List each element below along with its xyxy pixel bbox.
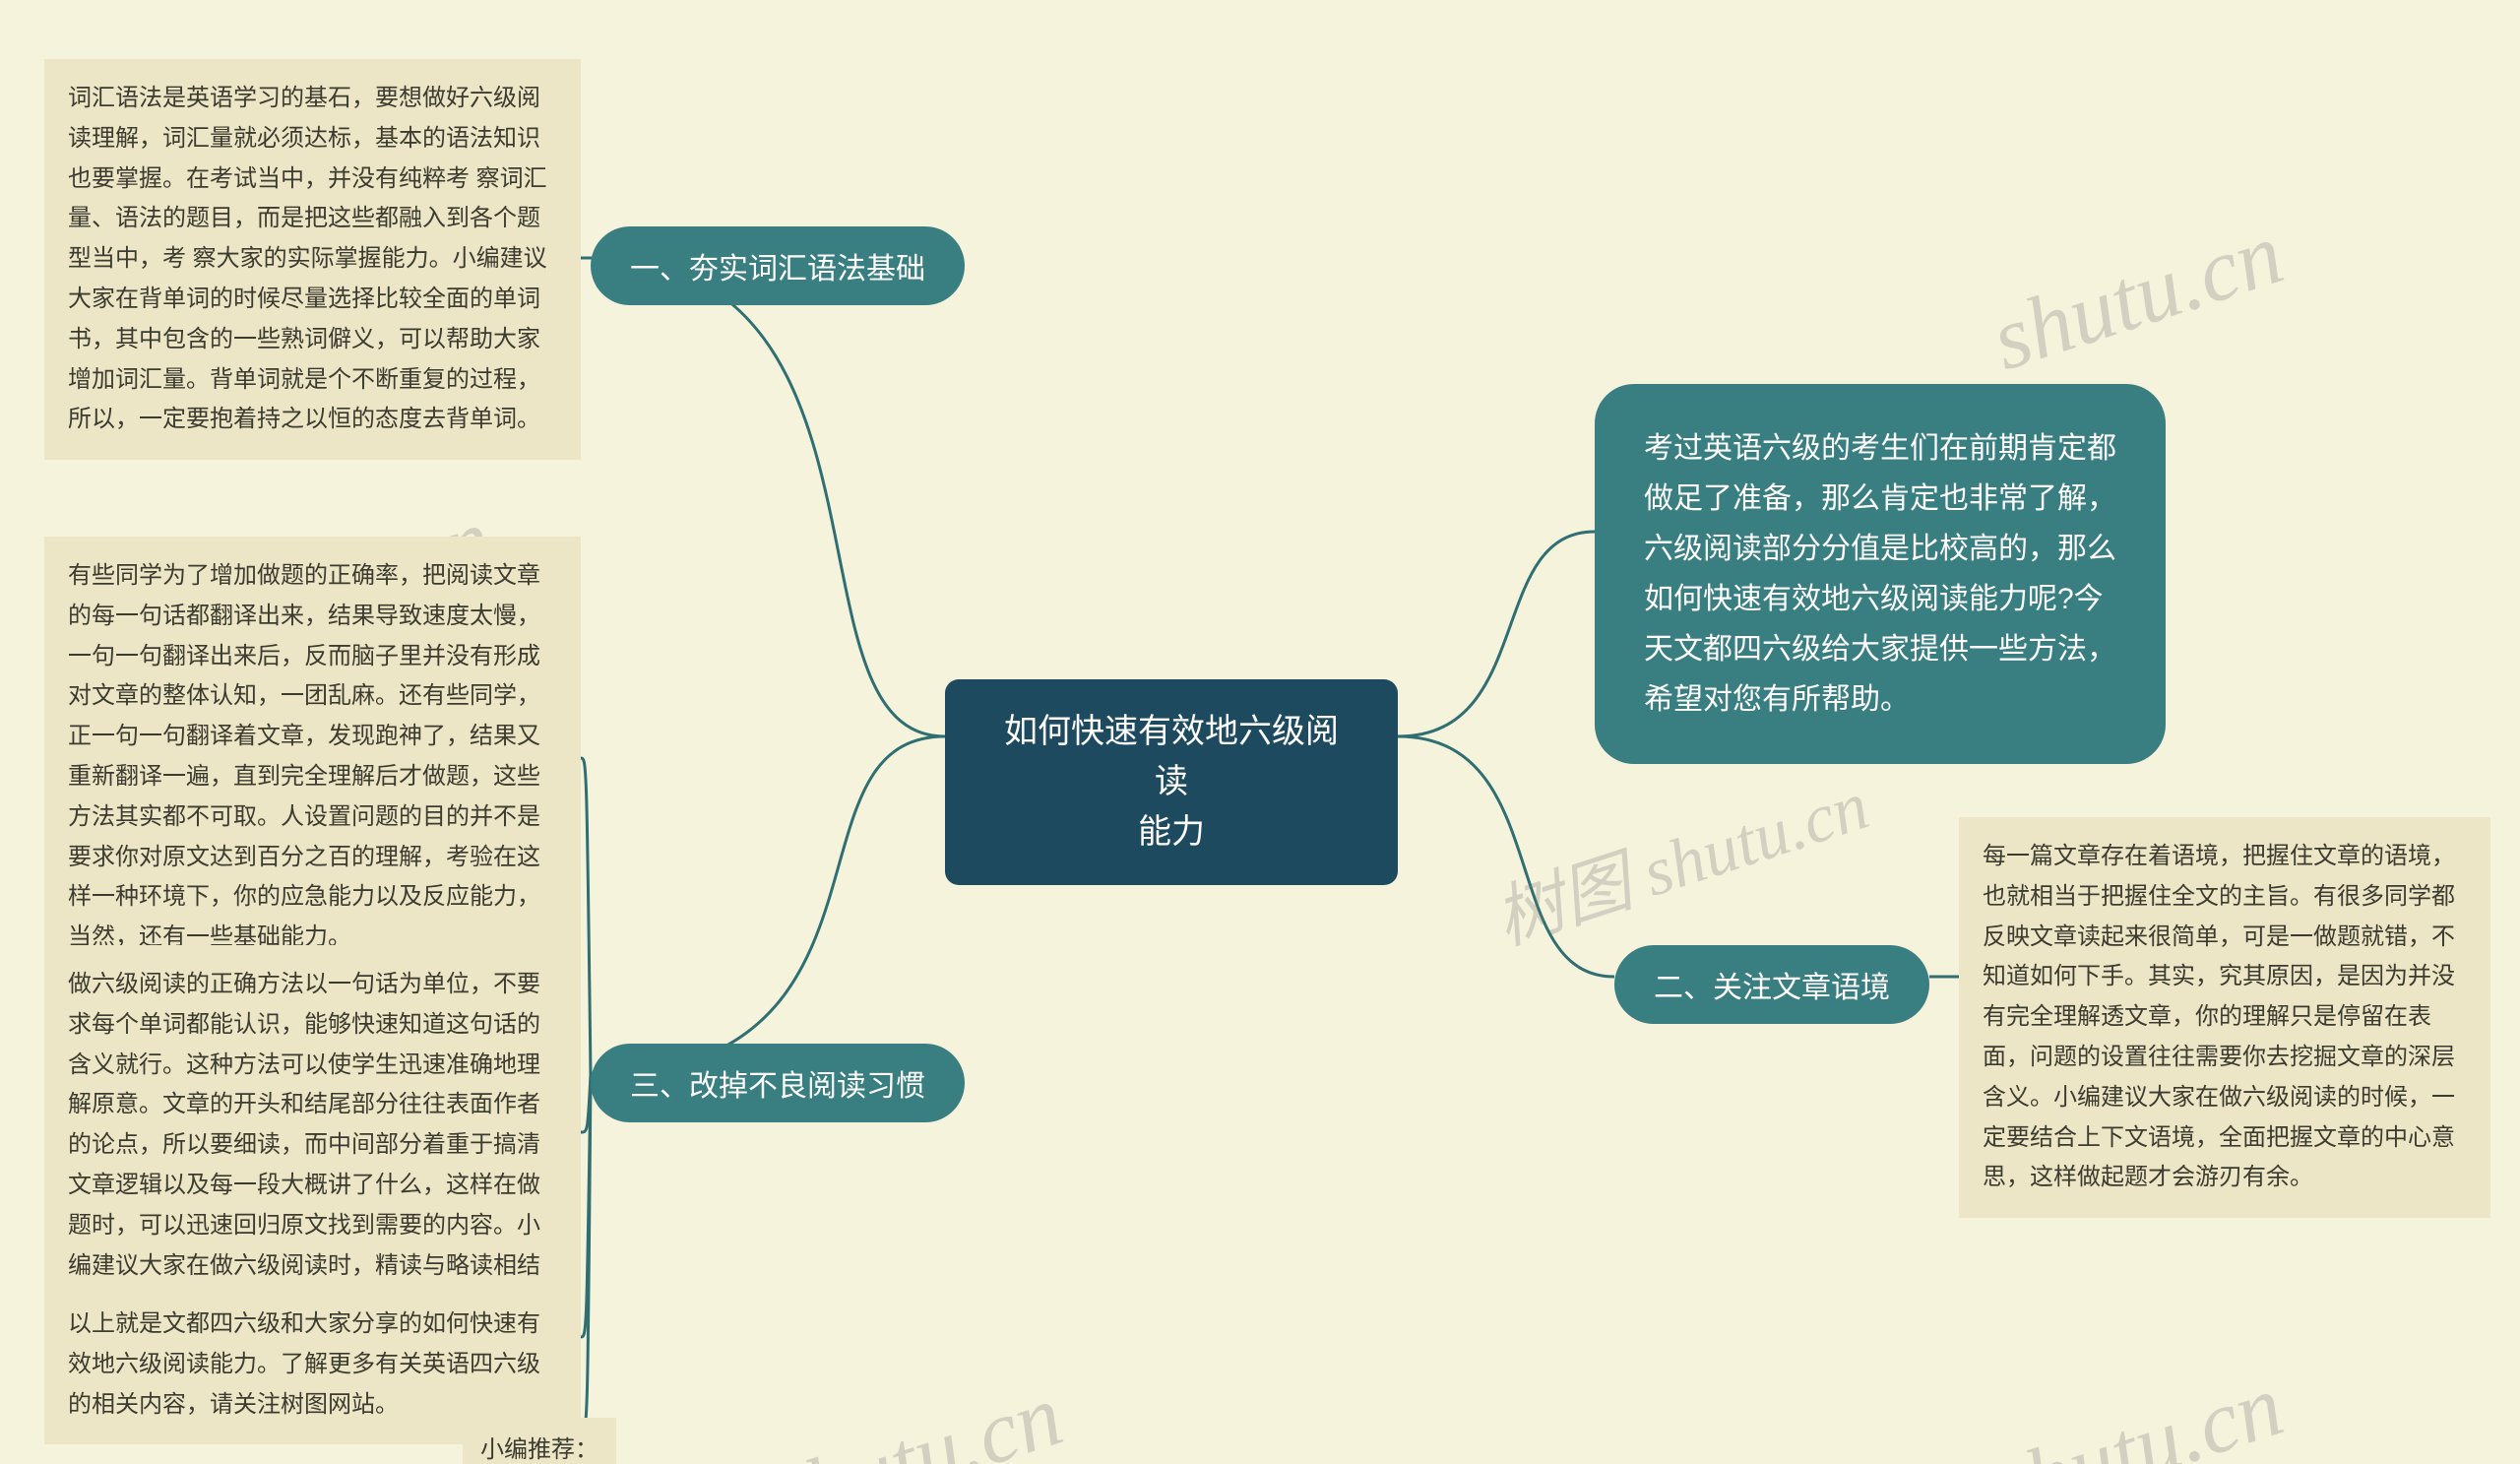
center-line2: 能力 <box>988 807 1354 858</box>
branch-1-detail-text: 词汇语法是英语学习的基石，要想做好六级阅读理解，词汇量就必须达标，基本的语法知识… <box>68 85 547 432</box>
watermark: shutu.cn <box>759 1365 1074 1464</box>
watermark: shutu.cn <box>1980 203 2295 391</box>
branch-3-detail-a[interactable]: 有些同学为了增加做题的正确率，把阅读文章的每一句话都翻译出来，结果导致速度太慢，… <box>44 537 581 978</box>
watermark: shutu.cn <box>1980 1355 2295 1464</box>
branch-3[interactable]: 三、改掉不良阅读习惯 <box>591 1044 965 1122</box>
recommend-label[interactable]: 小编推荐： <box>463 1418 616 1464</box>
recommend-text: 小编推荐： <box>480 1436 598 1463</box>
intro-text: 考过英语六级的考生们在前期肯定都做足了准备，那么肯定也非常了解，六级阅读部分分值… <box>1644 432 2116 716</box>
center-topic[interactable]: 如何快速有效地六级阅读 能力 <box>945 679 1398 885</box>
branch-3-label: 三、改掉不良阅读习惯 <box>630 1070 925 1103</box>
branch-3-detail-c-text: 以上就是文都四六级和大家分享的如何快速有效地六级阅读能力。了解更多有关英语四六级… <box>68 1310 540 1418</box>
mindmap-canvas: shutu.cn shutu.cn 树图 shutu.cn shutu.cn s… <box>0 0 2520 1464</box>
branch-2[interactable]: 二、关注文章语境 <box>1614 945 1929 1024</box>
center-line1: 如何快速有效地六级阅读 <box>988 707 1354 807</box>
branch-2-label: 二、关注文章语境 <box>1654 972 1890 1004</box>
branch-2-detail-text: 每一篇文章存在着语境，把握住文章的语境，也就相当于把握住全文的主旨。有很多同学都… <box>1983 843 2455 1190</box>
branch-1[interactable]: 一、夯实词汇语法基础 <box>591 226 965 305</box>
branch-1-label: 一、夯实词汇语法基础 <box>630 253 925 286</box>
branch-2-detail[interactable]: 每一篇文章存在着语境，把握住文章的语境，也就相当于把握住全文的主旨。有很多同学都… <box>1959 817 2490 1218</box>
branch-1-detail[interactable]: 词汇语法是英语学习的基石，要想做好六级阅读理解，词汇量就必须达标，基本的语法知识… <box>44 59 581 460</box>
branch-3-detail-a-text: 有些同学为了增加做题的正确率，把阅读文章的每一句话都翻译出来，结果导致速度太慢，… <box>68 562 540 950</box>
intro-bubble[interactable]: 考过英语六级的考生们在前期肯定都做足了准备，那么肯定也非常了解，六级阅读部分分值… <box>1595 384 2166 764</box>
watermark: 树图 shutu.cn <box>1480 750 1879 964</box>
